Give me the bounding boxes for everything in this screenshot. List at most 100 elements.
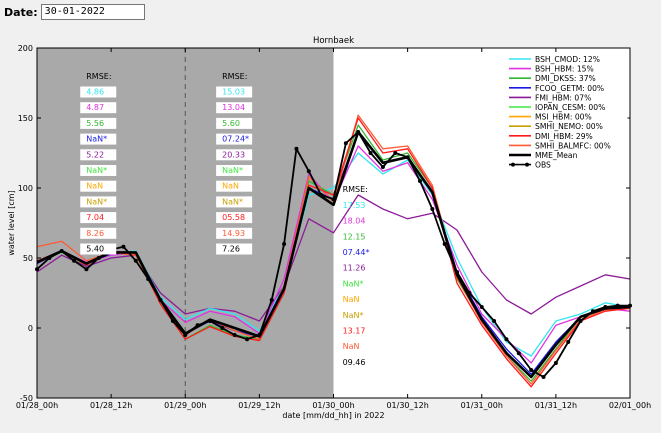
rmse-value-bg [216, 196, 253, 208]
obs-point [96, 256, 101, 260]
rmse-value: NaN [343, 295, 360, 304]
rmse-value-bg [216, 165, 253, 176]
obs-point [541, 375, 546, 379]
rmse-value-bg [216, 117, 253, 129]
rmse-value: 20.33 [222, 150, 245, 159]
rmse-value: 5.56 [86, 119, 104, 128]
legend-label: BSH_CMOD: 12% [535, 55, 600, 64]
rmse-title: RMSE: [343, 185, 368, 194]
obs-point [343, 141, 348, 146]
obs-point [207, 319, 212, 323]
rmse-value: 8.26 [86, 229, 104, 238]
rmse-value: NaN* [86, 166, 107, 175]
rmse-value: NaN [86, 182, 103, 191]
legend-obs-marker [525, 162, 529, 167]
obs-point [467, 291, 472, 295]
obs-point [553, 361, 558, 365]
x-tick-label: 01/31_12h [535, 401, 577, 410]
legend-label: SMHI_NEMO: 00% [535, 122, 603, 131]
obs-point [269, 298, 274, 302]
obs-point [455, 270, 460, 274]
date-input[interactable]: 30-01-2022 [40, 4, 145, 20]
obs-point [220, 326, 225, 330]
rmse-value: 13.04 [222, 103, 245, 112]
rmse-value: 13.17 [343, 327, 366, 336]
rmse-value-bg [80, 86, 117, 98]
chart-title: Hornbaek [313, 36, 354, 46]
y-tick-label: 200 [18, 44, 33, 53]
series-line-mme-mean [36, 130, 631, 379]
x-tick-label: 01/28_00h [16, 401, 58, 410]
x-tick-label: 01/29_00h [164, 401, 206, 410]
obs-point [319, 193, 324, 197]
rmse-value: 12.15 [343, 232, 366, 241]
water-level-chart: -50 0 50 100 150 200 01/28_00h 01/28_12h 01/29_0… [7, 36, 651, 420]
rmse-value: 18.04 [343, 217, 366, 226]
obs-point [442, 242, 447, 246]
obs-point [170, 319, 175, 323]
legend-label: DMI_DKSS: 37% [535, 74, 596, 83]
rmse-value: 07.44* [343, 248, 370, 257]
x-tick-label: 01/30_12h [386, 401, 428, 410]
obs-point [146, 277, 151, 281]
rmse-value: 15.03 [222, 88, 245, 97]
rmse-value: 7.26 [222, 245, 240, 254]
date-bar: Date: 30-01-2022 [4, 4, 145, 20]
x-tick-label: 01/29_12h [238, 401, 280, 410]
legend-label: DMI_HBM: 29% [535, 132, 593, 141]
rmse-title: RMSE: [222, 72, 247, 81]
rmse-value-bg [216, 102, 253, 114]
obs-point [603, 305, 608, 309]
legend-label: FCOO_GETM: 00% [535, 84, 604, 93]
legend-label: SMHI_BALMFC: 00% [535, 141, 611, 150]
x-tick-label: 02/01_00h [609, 401, 651, 410]
rmse-value-bg [80, 196, 117, 208]
rmse-value-bg [216, 180, 253, 192]
rmse-value: 4.87 [86, 103, 104, 112]
legend-label: BSH_HBM: 15% [535, 65, 594, 74]
obs-point [306, 169, 311, 174]
obs-point [183, 333, 188, 337]
rmse-value-bg [80, 243, 117, 255]
x-tick-label: 01/31_00h [461, 401, 503, 410]
x-tick-label: 01/30_00h [312, 401, 354, 410]
chart-figure: -50 0 50 100 150 200 01/28_00h 01/28_12h 01/29_0… [0, 28, 661, 429]
y-tick-label: 150 [18, 114, 33, 123]
rmse-value-bg [216, 149, 253, 161]
rmse-value: 17.53 [343, 201, 366, 210]
y-axis-label: water level [cm] [7, 190, 16, 255]
rmse-value: 5.22 [86, 150, 104, 159]
rmse-value-bg [216, 243, 253, 255]
rmse-value: 07.24* [222, 135, 249, 144]
rmse-value: 4.86 [86, 88, 104, 97]
obs-point [529, 368, 534, 372]
rmse-value: NaN [222, 182, 239, 191]
obs-point [590, 309, 595, 314]
obs-point [245, 337, 250, 342]
legend-label: OBS [535, 161, 551, 170]
obs-point [133, 258, 138, 263]
obs-point [504, 337, 509, 342]
series-line-bsh-cmod [36, 152, 631, 357]
obs-point [331, 197, 336, 202]
obs-point [430, 207, 435, 211]
obs-point [257, 333, 262, 337]
rmse-value: 5.40 [86, 245, 104, 254]
rmse-value: NaN* [343, 279, 364, 288]
x-tick-label: 01/28_12h [90, 401, 132, 410]
obs-point [380, 165, 385, 169]
x-axis-label: date [mm/dd_hh] in 2022 [282, 411, 384, 420]
obs-point [492, 319, 497, 323]
rmse-value: 05.58 [222, 213, 245, 222]
rmse-value-bg [216, 133, 253, 145]
rmse-value: NaN* [222, 197, 243, 206]
obs-point [195, 323, 200, 328]
obs-point [121, 244, 126, 249]
rmse-value: 11.26 [343, 264, 366, 273]
obs-point [615, 303, 620, 308]
rmse-value-bg [80, 117, 117, 129]
obs-point [578, 319, 583, 323]
y-tick-label: 0 [28, 324, 33, 333]
obs-point [516, 351, 521, 356]
rmse-value: NaN [343, 342, 360, 351]
